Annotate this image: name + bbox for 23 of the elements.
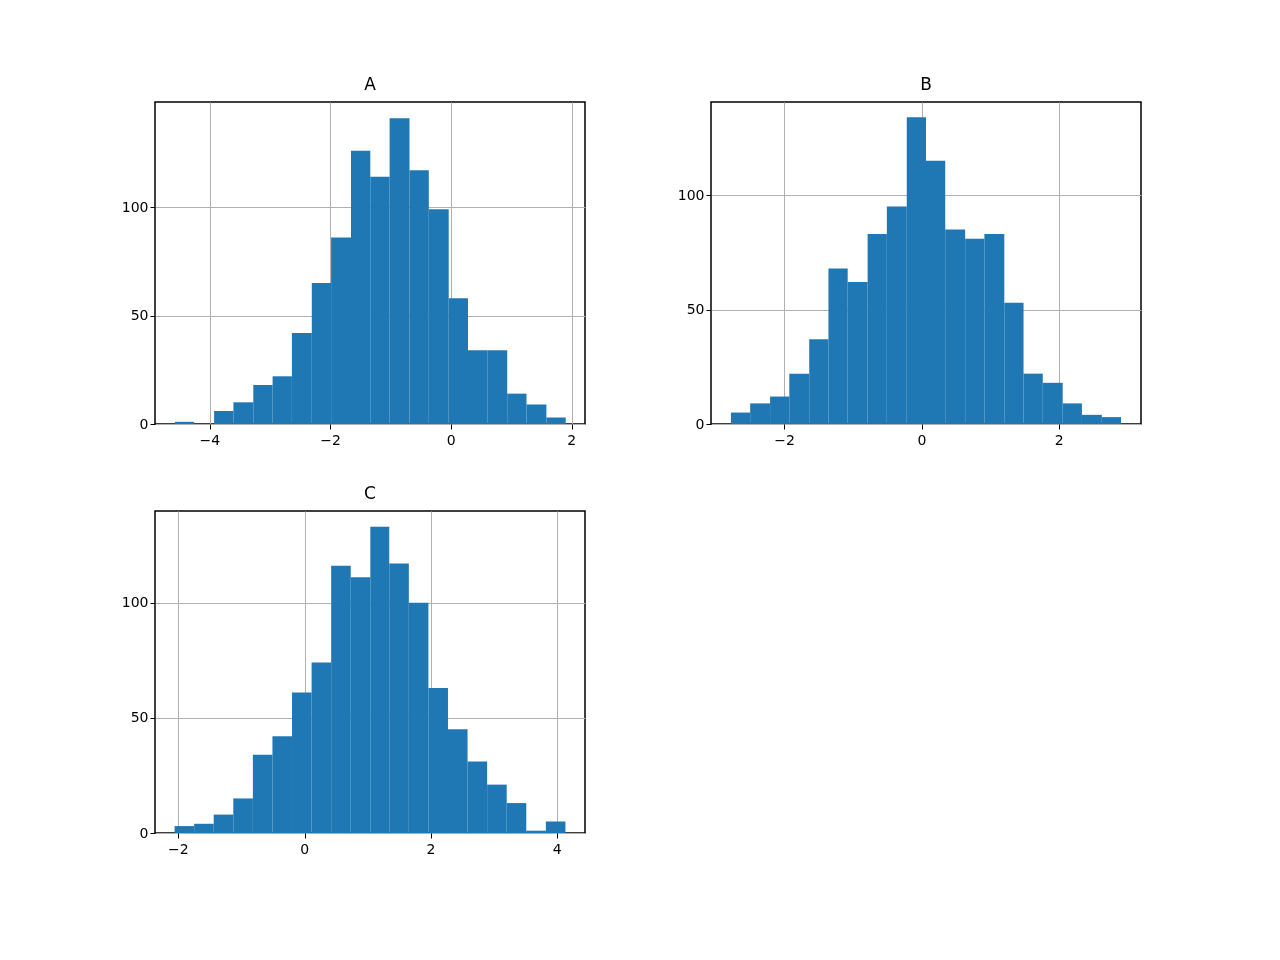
y-tick-label: 100 xyxy=(677,186,705,203)
y-tick-label: 50 xyxy=(686,301,705,318)
x-tick-label: 0 xyxy=(917,432,927,448)
x-tick-label: 2 xyxy=(567,432,577,448)
y-tick-label: 0 xyxy=(139,415,149,432)
x-tick-label: 0 xyxy=(300,841,310,857)
y-tick-label: 100 xyxy=(121,594,149,611)
x-tick-label: 2 xyxy=(1054,432,1064,448)
x-tick-label: 0 xyxy=(446,432,456,448)
x-tick-label: 2 xyxy=(426,841,436,857)
y-tick-label: 0 xyxy=(695,415,705,432)
x-tick-label: −2 xyxy=(774,432,795,448)
y-tick-label: 50 xyxy=(130,709,149,726)
x-tick-label: −2 xyxy=(168,841,189,857)
y-tick-label: 0 xyxy=(139,824,149,841)
y-tick-label: 100 xyxy=(121,198,149,215)
y-tick-label: 50 xyxy=(130,307,149,324)
chart-title: A xyxy=(364,74,377,94)
x-tick-label: 4 xyxy=(552,841,562,857)
chart-title: B xyxy=(920,74,932,94)
x-tick-label: −2 xyxy=(320,432,341,448)
x-tick-label: −4 xyxy=(199,432,221,448)
chart-title: C xyxy=(364,483,376,503)
